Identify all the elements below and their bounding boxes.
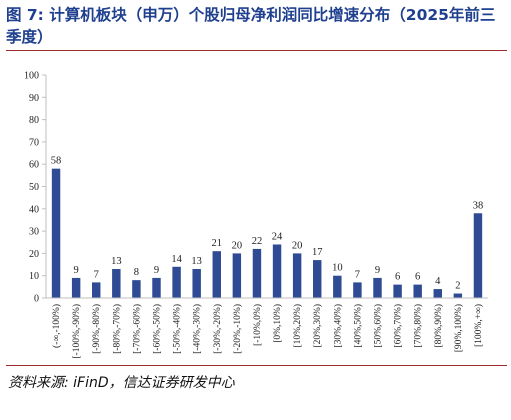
bar: [92, 282, 101, 298]
x-category-label: [-40%,-30%): [192, 304, 203, 354]
bar: [152, 277, 161, 298]
bar-chart: 0 10 20 30 40 50 60 70 80 90 100 58 9 7 13 8 9 14 13 21 20 2…: [24, 71, 488, 359]
y-tick-label: 90: [29, 93, 39, 104]
bar: [192, 269, 201, 298]
bar: [453, 293, 463, 298]
y-tick-label: 50: [29, 182, 39, 193]
bar: [473, 213, 483, 298]
bar-value-label: 24: [272, 231, 283, 242]
bar: [51, 168, 61, 298]
x-axis: (-∞,-100%) [-100%,-90%) [-90%,-80%) [-80%,-…: [46, 297, 488, 359]
x-category-label: [-10%,0%): [252, 304, 263, 346]
bar: [393, 284, 402, 298]
y-tick-label: 40: [29, 204, 39, 215]
bar-value-label: 9: [375, 265, 380, 276]
bar-value-label: 20: [292, 240, 303, 251]
bar: [413, 284, 422, 298]
bar: [71, 277, 81, 298]
bar: [132, 280, 141, 298]
x-category-label: [-100%,-90%): [71, 304, 82, 359]
x-category-label: [-20%,-10%): [232, 304, 243, 354]
x-category-label: [60%,70%): [393, 304, 404, 348]
source-divider: [6, 365, 507, 366]
x-category-label: [20%,30%): [312, 304, 323, 348]
y-tick-label: 0: [34, 294, 39, 305]
y-tick-label: 70: [29, 137, 39, 148]
x-category-label: [-70%,-60%): [131, 304, 142, 354]
bar-value-label: 58: [51, 156, 62, 167]
bar: [232, 253, 242, 298]
bar-value-label: 9: [154, 265, 159, 276]
y-tick-label: 30: [29, 227, 39, 238]
bar: [313, 260, 322, 298]
bar: [172, 266, 181, 298]
bar-value-label: 20: [232, 240, 243, 251]
bar-value-label: 2: [455, 281, 460, 292]
bar: [353, 282, 362, 298]
bar: [292, 253, 302, 298]
x-category-label: [100%,+∞): [473, 304, 484, 347]
y-tick-label: 60: [29, 160, 39, 171]
x-category-label: [-30%,-20%): [212, 304, 223, 354]
x-category-label: [-90%,-80%): [91, 304, 102, 354]
bar-value-label: 6: [415, 272, 420, 283]
bar-value-label: 6: [395, 272, 400, 283]
bar-value-label: 13: [111, 256, 122, 267]
y-tick-label: 100: [24, 71, 39, 82]
bar: [433, 289, 442, 298]
y-tick-label: 20: [29, 249, 39, 260]
x-category-label: [-50%,-40%): [172, 304, 183, 354]
x-category-label: [80%,90%): [433, 304, 444, 348]
x-category-label: [70%,80%): [413, 304, 424, 348]
y-tick-label: 80: [29, 115, 39, 126]
title-divider: [6, 50, 507, 51]
bar-value-label: 7: [94, 269, 99, 280]
bar: [112, 269, 121, 298]
bar-value-label: 7: [355, 269, 360, 280]
bar-value-label: 10: [332, 263, 343, 274]
bar-value-label: 21: [212, 238, 223, 249]
bar-value-label: 8: [134, 267, 139, 278]
x-category-label: [-60%,-50%): [152, 304, 163, 354]
bar-value-label: 38: [473, 200, 484, 211]
x-category-label: (-∞,-100%): [51, 304, 62, 348]
bar: [272, 244, 282, 298]
chart-title: 图 7: 计算机板块（申万）个股归母净利润同比增速分布（2025年前三季度）: [6, 6, 496, 46]
bar: [333, 275, 342, 298]
x-category-label: [30%,40%): [332, 304, 343, 348]
bars: 58 9 7 13 8 9 14 13 21 20 22 24 20 17 10 7 9 6 6 4 2 38: [51, 156, 483, 298]
bar: [252, 248, 262, 298]
x-category-label: [50%,60%): [373, 304, 384, 348]
bar-value-label: 22: [252, 236, 263, 247]
y-tick-label: 10: [29, 271, 39, 282]
bar-value-label: 14: [171, 254, 182, 265]
x-category-label: [90%,100%): [453, 304, 464, 352]
bar: [212, 251, 221, 298]
bar-value-label: 9: [74, 265, 79, 276]
source-note: 资料来源: iFinD，信达证券研发中心: [8, 375, 235, 391]
x-category-label: [0%,10%): [272, 304, 283, 343]
y-axis: 0 10 20 30 40 50 60 70 80 90 100: [24, 71, 47, 305]
x-category-label: [40%,50%): [352, 304, 363, 348]
bar-value-label: 4: [435, 276, 441, 287]
bar: [373, 277, 382, 298]
x-category-label: [10%,20%): [292, 304, 303, 348]
bar-value-label: 13: [191, 256, 202, 267]
x-category-label: [-80%,-70%): [111, 304, 122, 354]
bar-value-label: 17: [312, 247, 323, 258]
